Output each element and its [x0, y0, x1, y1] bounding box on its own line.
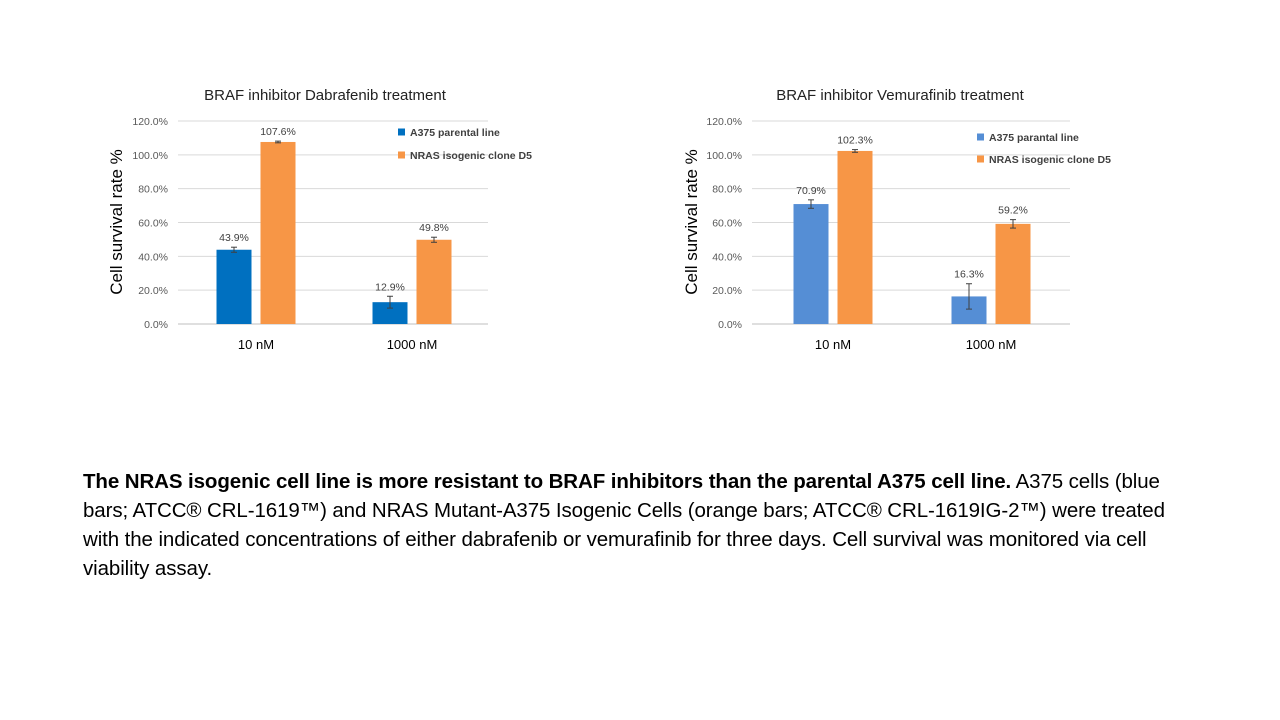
- data-label: 49.8%: [419, 222, 449, 234]
- y-tick-label: 20.0%: [138, 285, 168, 297]
- data-label: 12.9%: [375, 281, 405, 293]
- bar: [372, 302, 408, 324]
- data-label: 43.9%: [219, 232, 249, 244]
- x-tick-label: 1000 nM: [387, 337, 438, 352]
- data-label: 70.9%: [796, 185, 826, 197]
- y-tick-label: 40.0%: [712, 251, 742, 263]
- x-tick-label: 10 nM: [238, 337, 274, 352]
- charts-area: BRAF inhibitor Dabrafenib treatment Cell …: [107, 87, 1111, 352]
- legend-label: A375 parental line: [410, 127, 500, 139]
- legend-label: A375 parantal line: [989, 132, 1079, 144]
- y-tick-label: 80.0%: [712, 184, 742, 196]
- x-tick-label: 10 nM: [815, 337, 851, 352]
- bar: [995, 223, 1031, 324]
- figure-caption: The NRAS isogenic cell line is more resi…: [83, 467, 1203, 583]
- chart-2: BRAF inhibitor Vemurafinib treatment Cell…: [682, 87, 1111, 352]
- legend-label: NRAS isogenic clone D5: [989, 154, 1111, 166]
- y-tick-label: 20.0%: [712, 285, 742, 297]
- y-tick-label: 0.0%: [144, 319, 168, 331]
- chart-title: BRAF inhibitor Vemurafinib treatment: [776, 87, 1024, 104]
- data-label: 107.6%: [260, 126, 296, 138]
- legend-label: NRAS isogenic clone D5: [410, 150, 532, 162]
- x-tick-label: 1000 nM: [966, 337, 1017, 352]
- y-tick-label: 120.0%: [132, 116, 168, 128]
- chart-title: BRAF inhibitor Dabrafenib treatment: [204, 87, 447, 104]
- caption-bold: The NRAS isogenic cell line is more resi…: [83, 469, 1012, 493]
- y-tick-label: 60.0%: [712, 218, 742, 230]
- bar: [216, 249, 252, 324]
- bar: [837, 150, 873, 324]
- y-axis-label: Cell survival rate %: [107, 149, 126, 295]
- legend-swatch: [398, 128, 405, 136]
- y-tick-label: 0.0%: [718, 319, 742, 331]
- y-tick-label: 100.0%: [132, 150, 168, 162]
- data-label: 59.2%: [998, 205, 1028, 217]
- legend-swatch: [977, 133, 984, 141]
- y-tick-label: 40.0%: [138, 251, 168, 263]
- y-tick-label: 100.0%: [706, 150, 742, 162]
- legend-swatch: [398, 151, 405, 159]
- bar: [260, 141, 296, 324]
- data-label: 102.3%: [837, 135, 873, 147]
- y-tick-label: 80.0%: [138, 184, 168, 196]
- caption-text: A375 cells (blue bars; ATCC® CRL-1619™) …: [83, 469, 1165, 580]
- chart-1: BRAF inhibitor Dabrafenib treatment Cell …: [107, 87, 532, 352]
- charts-svg: BRAF inhibitor Dabrafenib treatment Cell …: [107, 87, 1111, 352]
- legend-swatch: [977, 155, 984, 163]
- bar: [793, 204, 829, 324]
- bar: [416, 239, 452, 324]
- y-axis-label: Cell survival rate %: [682, 149, 701, 295]
- y-tick-label: 120.0%: [706, 116, 742, 128]
- y-tick-label: 60.0%: [138, 218, 168, 230]
- data-label: 16.3%: [954, 269, 984, 281]
